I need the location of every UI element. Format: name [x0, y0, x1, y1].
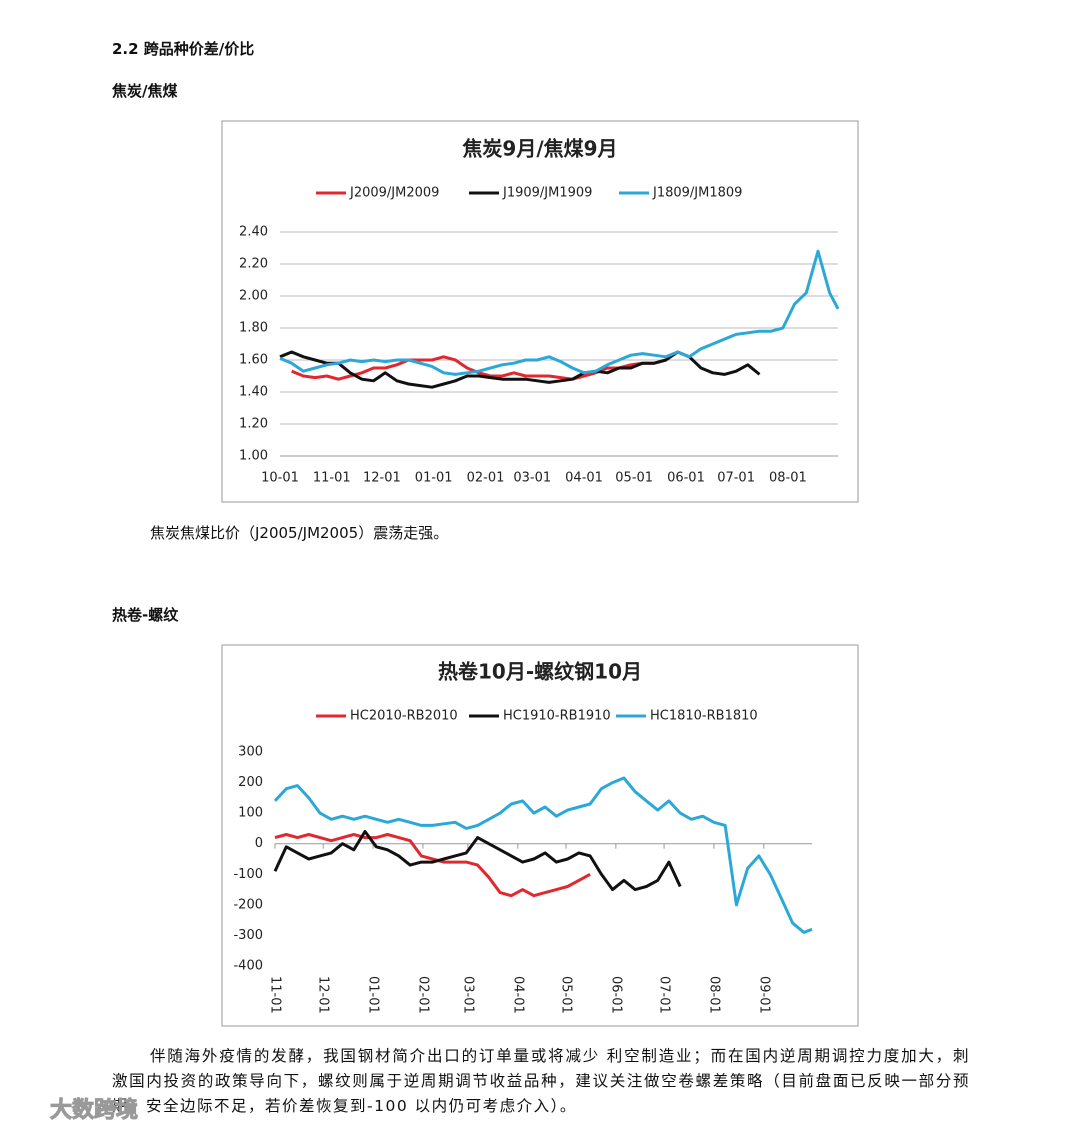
y-tick-label: -300	[233, 928, 263, 943]
x-tick-label: 03-01	[460, 976, 475, 1014]
x-tick-label: 10-01	[261, 471, 299, 486]
x-tick-label: 09-01	[756, 976, 771, 1014]
y-tick-label: 300	[238, 745, 263, 760]
y-tick-label: 0	[255, 836, 263, 851]
subheading: 焦炭/焦煤	[112, 82, 178, 100]
x-tick-label: 04-01	[510, 976, 525, 1014]
y-tick-label: 1.00	[239, 449, 268, 464]
x-tick-label: 02-01	[467, 471, 505, 486]
subheading: 热卷-螺纹	[112, 606, 179, 624]
watermark: 大数跨境	[49, 1098, 139, 1124]
x-tick-label: 12-01	[363, 471, 401, 486]
x-tick-label: 01-01	[366, 976, 381, 1014]
y-tick-label: 1.80	[239, 321, 268, 336]
legend-label: J1909/JM1909	[502, 186, 592, 201]
y-tick-label: 2.20	[239, 257, 268, 272]
y-tick-label: 2.40	[239, 225, 268, 240]
x-tick-label: 01-01	[415, 471, 453, 486]
y-tick-label: 2.00	[239, 289, 268, 304]
x-tick-label: 05-01	[559, 976, 574, 1014]
paragraph: 伴随海外疫情的发酵，我国钢材简介出口的订单量或将减少 利空制造业；而在国内逆周期…	[112, 1047, 970, 1115]
x-tick-label: 08-01	[769, 471, 807, 486]
series-line	[279, 249, 840, 376]
y-tick-label: 1.20	[239, 417, 268, 432]
x-tick-label: 11-01	[313, 471, 351, 486]
series-line	[273, 776, 813, 934]
series-line	[273, 830, 682, 892]
heading: 2.2 跨品种价差/价比	[112, 40, 255, 58]
legend-label: HC1910-RB1910	[503, 709, 611, 724]
caption: 焦炭焦煤比价（J2005/JM2005）震荡走强。	[150, 524, 449, 542]
x-tick-label: 07-01	[657, 976, 672, 1014]
legend-label: J2009/JM2009	[349, 186, 439, 201]
y-tick-label: 200	[238, 775, 263, 790]
x-tick-label: 07-01	[717, 471, 755, 486]
legend-label: HC2010-RB2010	[350, 709, 458, 724]
y-tick-label: -400	[233, 959, 263, 974]
x-tick-label: 02-01	[415, 976, 430, 1014]
x-tick-label: 11-01	[268, 976, 283, 1014]
x-tick-label: 06-01	[608, 976, 623, 1014]
y-tick-label: -100	[233, 867, 263, 882]
x-tick-label: 12-01	[316, 976, 331, 1014]
x-tick-label: 05-01	[615, 471, 653, 486]
x-tick-label: 06-01	[667, 471, 705, 486]
series-line	[274, 833, 591, 898]
y-tick-label: -200	[233, 897, 263, 912]
legend-label: J1809/JM1809	[652, 186, 742, 201]
chart-title: 焦炭9月/焦煤9月	[462, 137, 617, 161]
y-tick-label: 1.60	[239, 353, 268, 368]
x-tick-label: 03-01	[513, 471, 551, 486]
x-tick-label: 04-01	[565, 471, 603, 486]
y-tick-label: 100	[238, 806, 263, 821]
legend-label: HC1810-RB1810	[650, 709, 758, 724]
x-tick-label: 08-01	[706, 976, 721, 1014]
chart-title: 热卷10月-螺纹钢10月	[438, 660, 642, 684]
y-tick-label: 1.40	[239, 385, 268, 400]
chart-frame	[221, 120, 859, 503]
chart-frame	[221, 644, 859, 1027]
